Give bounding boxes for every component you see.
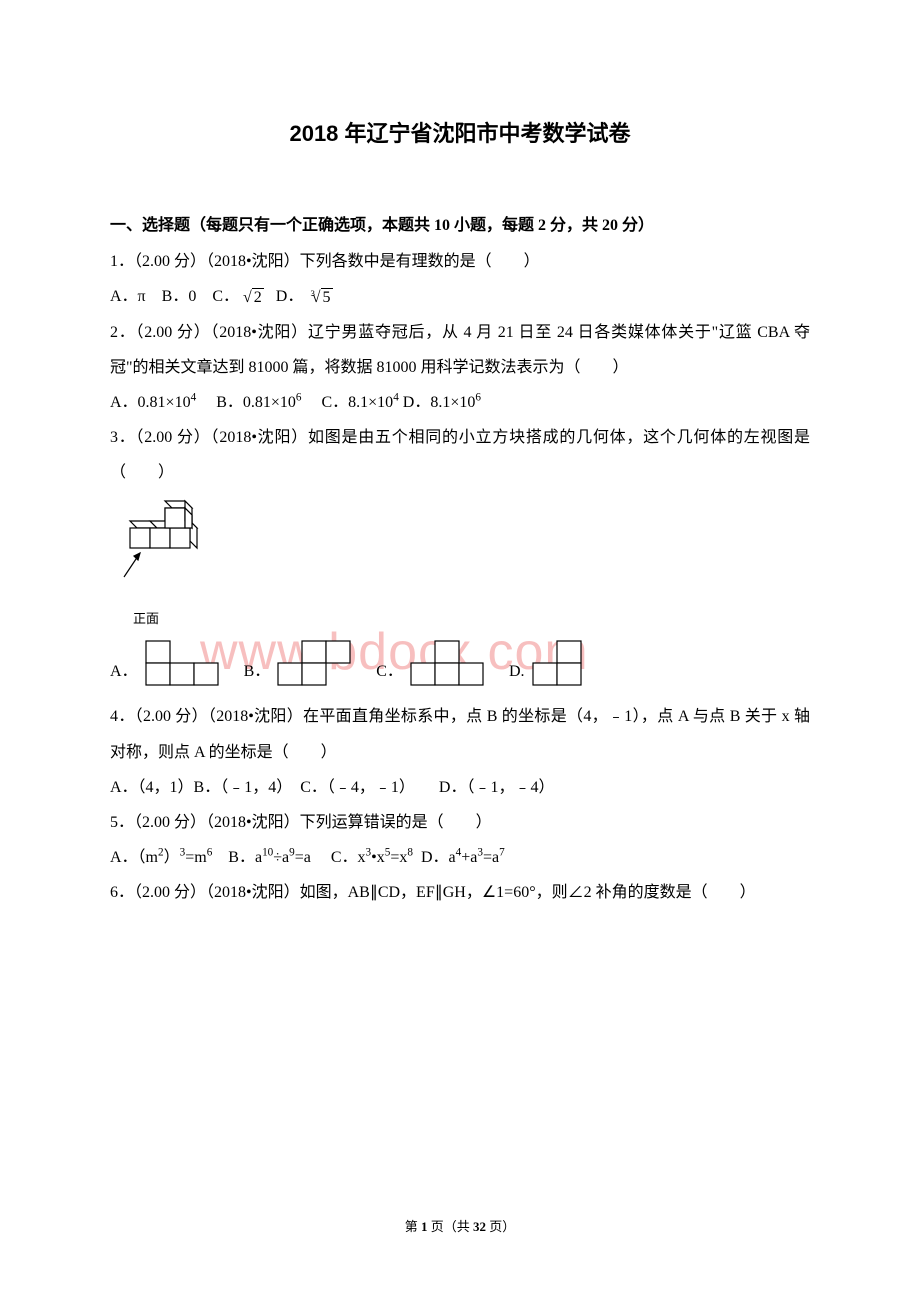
q5-c3: =x bbox=[390, 849, 407, 866]
q3-opt-b: B． bbox=[244, 639, 359, 689]
q2-c: C．8.1×10 bbox=[321, 394, 393, 411]
q5-d3: =a bbox=[483, 849, 499, 866]
q3-options: A． B． C． bbox=[110, 639, 810, 689]
section-header: 一、选择题（每题只有一个正确选项，本题共 10 小题，每题 2 分，共 20 分… bbox=[110, 208, 810, 243]
q4-stem: 4．（2.00 分）（2018•沈阳）在平面直角坐标系中，点 B 的坐标是（4，… bbox=[110, 699, 810, 769]
q3-b-label: B． bbox=[244, 654, 271, 689]
cube-figure-icon bbox=[110, 497, 220, 592]
q2-stem: 2．（2.00 分）（2018•沈阳）辽宁男蓝夺冠后，从 4 月 21 日至 2… bbox=[110, 315, 810, 385]
footer-total: 32 bbox=[473, 1219, 486, 1234]
q1-stem: 1．（2.00 分）（2018•沈阳）下列各数中是有理数的是（ ） bbox=[110, 244, 810, 279]
q5-c1: C．x bbox=[331, 849, 366, 866]
q1-options: A．π B．0 C． √2 D． 3√5 bbox=[110, 279, 810, 315]
q5-stem: 5．（2.00 分）（2018•沈阳）下列运算错误的是（ ） bbox=[110, 805, 810, 840]
q5-ce3: 8 bbox=[407, 847, 413, 859]
q5-b1: B．a bbox=[228, 849, 262, 866]
q1-opt-d-label: D． bbox=[276, 288, 304, 305]
q3-c-icon bbox=[409, 639, 491, 689]
q5-options: A．（m2）3=m6 B．a10÷a9=a C．x3•x5=x8 D．a4+a3… bbox=[110, 840, 810, 875]
q1-cbrt5: 5 bbox=[321, 288, 333, 306]
cbrt-icon: √5 bbox=[312, 280, 333, 315]
q1-opt-c-label: C． bbox=[212, 288, 239, 305]
page-title: 2018 年辽宁省沈阳市中考数学试卷 bbox=[110, 110, 810, 158]
q6-stem: 6．（2.00 分）（2018•沈阳）如图，AB∥CD，EF∥GH，∠1=60°… bbox=[110, 875, 810, 910]
q3-a-icon bbox=[144, 639, 226, 689]
q5-d2: +a bbox=[461, 849, 477, 866]
q3-opt-d: D. bbox=[509, 639, 589, 689]
q3-d-icon bbox=[531, 639, 589, 689]
q4-options: A．（4，1）B．（﹣1，4） C．（﹣4，﹣1） D．（﹣1，﹣4） bbox=[110, 770, 810, 805]
q1-sqrt2: 2 bbox=[252, 288, 264, 306]
q2-options: A．0.81×104 B．0.81×106 C．8.1×104 D．8.1×10… bbox=[110, 385, 810, 420]
q5-b2: ÷a bbox=[273, 849, 289, 866]
q1-opt-a: A．π bbox=[110, 288, 146, 305]
q3-opt-a: A． bbox=[110, 639, 226, 689]
footer-suffix: 页） bbox=[486, 1219, 515, 1234]
q2-a-exp: 4 bbox=[191, 392, 197, 404]
front-label: 正面 bbox=[116, 605, 176, 634]
sqrt-icon: √2 bbox=[243, 280, 264, 315]
q5-a1: A．（m bbox=[110, 849, 158, 866]
q2-b: B．0.81×10 bbox=[216, 394, 296, 411]
q5-a2: ） bbox=[164, 849, 180, 866]
q5-ae3: 6 bbox=[207, 847, 213, 859]
q2-c-exp: 4 bbox=[393, 392, 399, 404]
q2-d: D．8.1×10 bbox=[403, 394, 476, 411]
q3-a-label: A． bbox=[110, 654, 138, 689]
q5-a3: =m bbox=[185, 849, 206, 866]
q5-b3: =a bbox=[295, 849, 311, 866]
q2-b-exp: 6 bbox=[296, 392, 302, 404]
q3-c-label: C． bbox=[376, 654, 403, 689]
q2-a: A．0.81×10 bbox=[110, 394, 191, 411]
q3-figure: 正面 bbox=[110, 497, 810, 634]
q3-b-icon bbox=[276, 639, 358, 689]
q2-d-exp: 6 bbox=[475, 392, 481, 404]
page-footer: 第 1 页（共 32 页） bbox=[0, 1213, 920, 1242]
footer-mid: 页（共 bbox=[427, 1219, 473, 1234]
q5-d1: D．a bbox=[421, 849, 456, 866]
q3-d-label: D. bbox=[509, 654, 525, 689]
q5-c2: •x bbox=[371, 849, 385, 866]
q5-de3: 7 bbox=[499, 847, 505, 859]
q1-opt-b: B．0 bbox=[162, 288, 197, 305]
q5-be1: 10 bbox=[262, 847, 273, 859]
q3-opt-c: C． bbox=[376, 639, 491, 689]
footer-prefix: 第 bbox=[405, 1219, 421, 1234]
q3-stem: 3．（2.00 分）（2018•沈阳）如图是由五个相同的小立方块搭成的几何体，这… bbox=[110, 420, 810, 490]
